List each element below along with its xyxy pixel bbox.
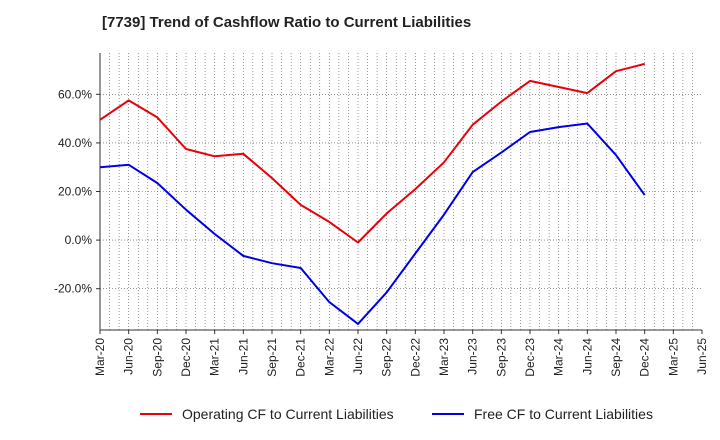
- x-tick-label: Jun-21: [236, 338, 250, 375]
- y-tick-label: 40.0%: [58, 136, 92, 150]
- x-tick-label: Sep-21: [265, 338, 279, 377]
- y-tick-label: 60.0%: [58, 87, 92, 101]
- x-tick-label: Dec-20: [179, 338, 193, 377]
- x-tick-label: Mar-23: [437, 338, 451, 376]
- x-tick-label: Dec-22: [408, 338, 422, 377]
- x-tick-label: Dec-21: [294, 338, 308, 377]
- y-tick-label: -20.0%: [54, 282, 92, 296]
- x-tick-label: Sep-24: [609, 338, 623, 377]
- x-tick-label: Mar-24: [552, 338, 566, 376]
- x-tick-label: Jun-20: [122, 338, 136, 375]
- legend-label-2: Free CF to Current Liabilities: [474, 406, 653, 422]
- x-tick-label: Mar-25: [666, 338, 680, 376]
- x-tick-label: Jun-22: [351, 338, 365, 375]
- y-tick-label: 0.0%: [65, 233, 93, 247]
- x-tick-label: Mar-22: [322, 338, 336, 376]
- x-tick-label: Mar-20: [93, 338, 107, 376]
- series-line-1: [99, 62, 645, 244]
- chart-title: [7739] Trend of Cashflow Ratio to Curren…: [102, 14, 472, 31]
- y-tick-label: 20.0%: [58, 185, 92, 199]
- x-tick-label: Dec-24: [638, 338, 652, 377]
- series-line-2: [99, 122, 646, 325]
- legend-label-1: Operating CF to Current Liabilities: [182, 406, 394, 422]
- x-tick-label: Jun-23: [466, 338, 480, 375]
- x-tick-label: Sep-23: [494, 338, 508, 377]
- x-tick-label: Dec-23: [523, 338, 537, 377]
- x-tick-label: Sep-20: [150, 338, 164, 377]
- x-tick-label: Jun-25: [695, 338, 709, 375]
- x-tick-label: Sep-22: [380, 338, 394, 377]
- x-tick-label: Jun-24: [580, 338, 594, 375]
- x-tick-label: Mar-21: [208, 338, 222, 376]
